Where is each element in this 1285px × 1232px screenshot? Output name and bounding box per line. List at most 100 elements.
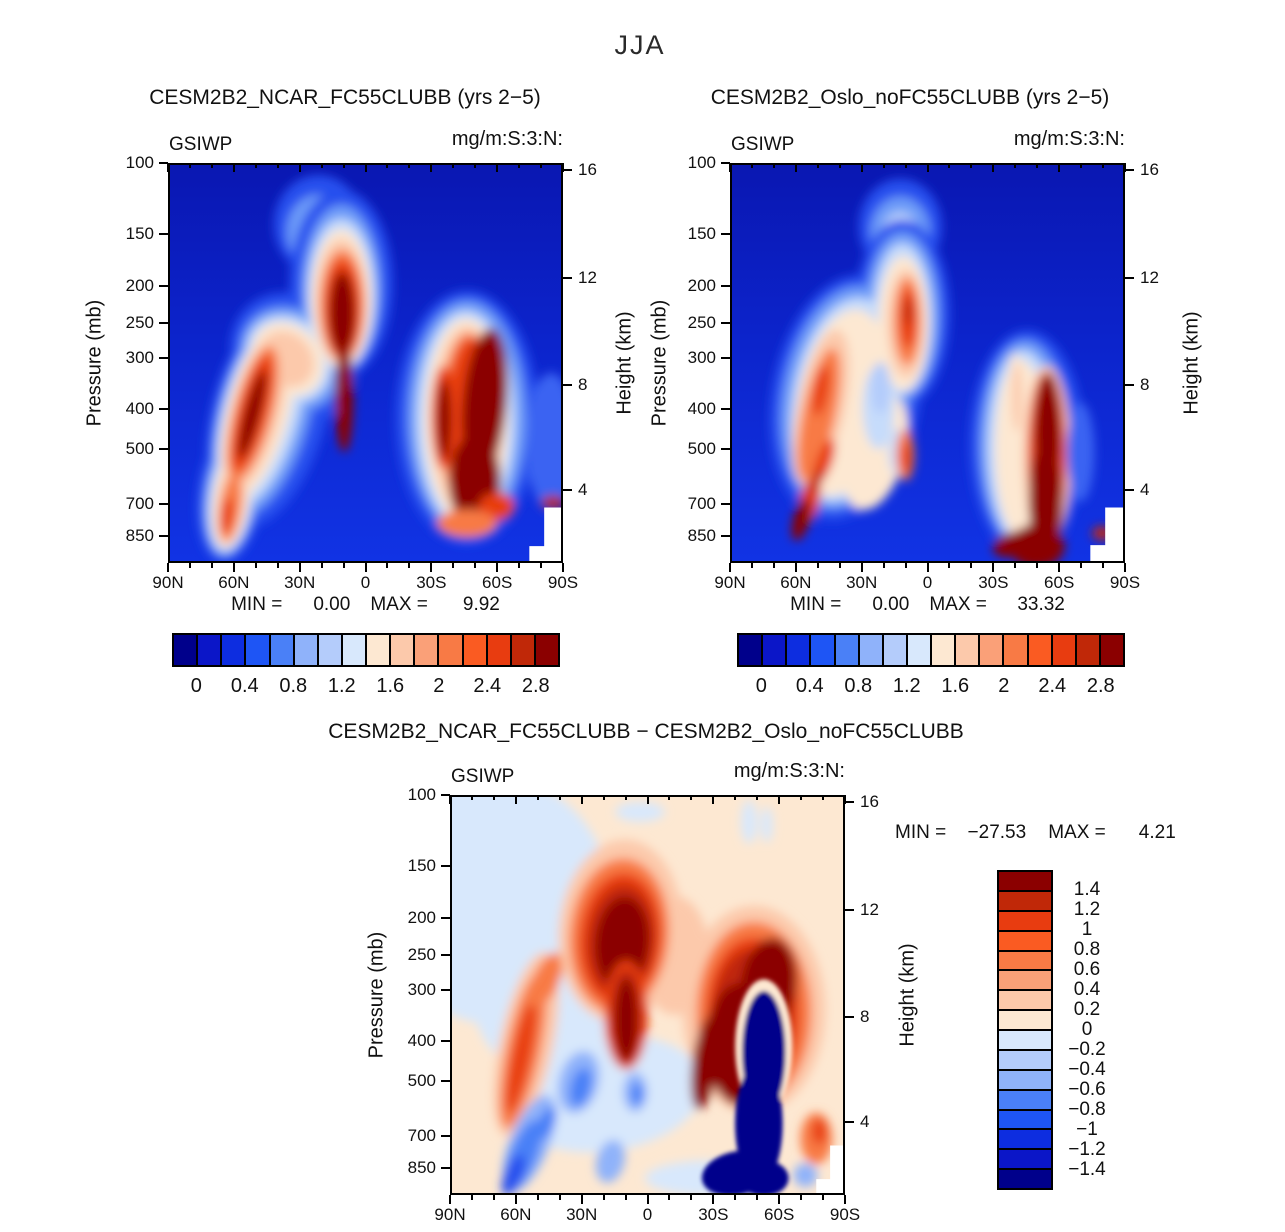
pressure-tick [721,535,730,538]
colorbar-cell [999,889,1051,910]
latitude-tick [860,563,863,572]
colorbar-tick-label: 1.6 [941,675,970,697]
latitude-tick [210,563,213,568]
min-value-diff: −27.53 [967,822,1027,843]
colorbar-tick-label: 2.4 [1038,675,1067,697]
pressure-tick [441,1040,450,1042]
contour-art-ncar [170,165,561,561]
colorbar-cell [954,635,979,665]
colorbar-cell [509,635,534,665]
pressure-tick-label: 150 [125,224,154,244]
latitude-tick-label: 0 [642,1205,653,1224]
panel-title-ncar: CESM2B2_NCAR_FC55CLUBB (yrs 2−5) [149,86,541,109]
latitude-tick [536,795,539,800]
latitude-tick [602,1195,605,1200]
latitude-tick-label: 60N [500,1205,532,1224]
colorbar-cell [857,635,882,665]
units-label-diff: mg/m:S:3:N: [733,760,845,782]
latitude-tick [492,795,495,800]
latitude-tick [408,163,411,168]
pressure-tick-label: 850 [125,526,154,546]
pressure-tick [159,408,168,410]
pressure-tick [159,322,168,324]
latitude-tick [254,563,257,568]
colorbar-cell [999,949,1051,970]
latitude-tick-label: 0 [922,573,933,592]
latitude-tick [167,163,169,172]
diff-colorbar-tick-label: 0.2 [1073,999,1101,1020]
latitude-tick [734,1195,737,1200]
diff-colorbar-tick-label: 1 [1081,919,1093,940]
latitude-tick [712,795,715,804]
latitude-tick [778,795,781,804]
latitude-tick [232,163,235,172]
height-tick [563,489,572,492]
pressure-tick-label: 250 [125,313,154,332]
colorbar-cell [461,635,486,665]
latitude-tick [800,795,803,800]
latitude-tick [1080,163,1083,168]
max-label-diff: MAX = [1048,822,1106,843]
latitude-tick [562,563,564,572]
height-axis-title-diff: Height (km) [896,943,919,1047]
diff-colorbar-tick-label: 0 [1081,1019,1093,1040]
colorbar-cell [485,635,510,665]
colorbar-tick-label: 2.8 [521,675,550,697]
latitude-tick [492,1195,495,1200]
height-tick-label: 8 [1140,375,1150,394]
height-tick [845,801,854,804]
latitude-tick [364,563,367,572]
colorbar-cell [999,1029,1051,1049]
colorbar-cell [999,989,1051,1010]
colorbar-cell [999,1168,1051,1188]
height-tick-label: 12 [860,899,879,919]
figure-title: JJA [614,30,666,60]
latitude-tick [602,795,605,800]
height-tick [1125,169,1134,172]
pressure-tick-label: 500 [687,439,716,458]
latitude-tick [474,563,477,568]
latitude-tick-label: 30S [416,573,447,592]
pressure-tick [721,448,730,450]
pressure-tick-label: 500 [407,1071,436,1090]
latitude-tick-label: 90S [829,1205,861,1224]
max-value-oslo: 33.32 [1017,594,1065,615]
latitude-tick [430,563,433,572]
contour-plot-oslo [730,163,1125,563]
latitude-tick [518,563,521,568]
units-label-oslo: mg/m:S:3:N: [1013,128,1125,150]
colorbar-cell [316,635,341,665]
latitude-tick [188,163,191,168]
units-label-ncar: mg/m:S:3:N: [451,128,563,150]
height-tick [563,169,572,172]
latitude-tick [276,563,279,568]
height-tick [845,1016,854,1018]
pressure-tick-label: 850 [687,526,716,546]
diff-colorbar-tick-label: 0.8 [1073,939,1101,960]
colorbar-cell [999,872,1051,890]
latitude-tick-label: 60S [764,1205,795,1224]
diff-colorbar-tick-label: −0.2 [1068,1039,1106,1060]
height-tick-label: 16 [578,160,597,180]
latitude-tick [1058,163,1061,172]
colorbar-cell [244,635,269,665]
colorbar-cell [999,1148,1051,1169]
colorbar-cell [999,1048,1051,1069]
latitude-tick [562,163,564,172]
latitude-tick [518,163,521,168]
pressure-tick [721,357,730,360]
diff-colorbar-tick-label: 1.4 [1073,879,1101,900]
latitude-tick-label: 30N [566,1205,598,1224]
panel-title-oslo: CESM2B2_Oslo_noFC55CLUBB (yrs 2−5) [710,86,1110,109]
diff-colorbar-tick-label: 1.2 [1073,899,1101,920]
latitude-tick [188,563,191,568]
colorbar-cell [999,929,1051,950]
height-tick-label: 8 [578,375,588,394]
colorbar-tick-label: 1.2 [327,675,356,697]
pressure-tick-label: 300 [407,980,436,1000]
latitude-tick [992,163,995,172]
pressure-tick-label: 300 [125,348,154,368]
latitude-tick [342,163,345,168]
latitude-tick [668,795,671,800]
